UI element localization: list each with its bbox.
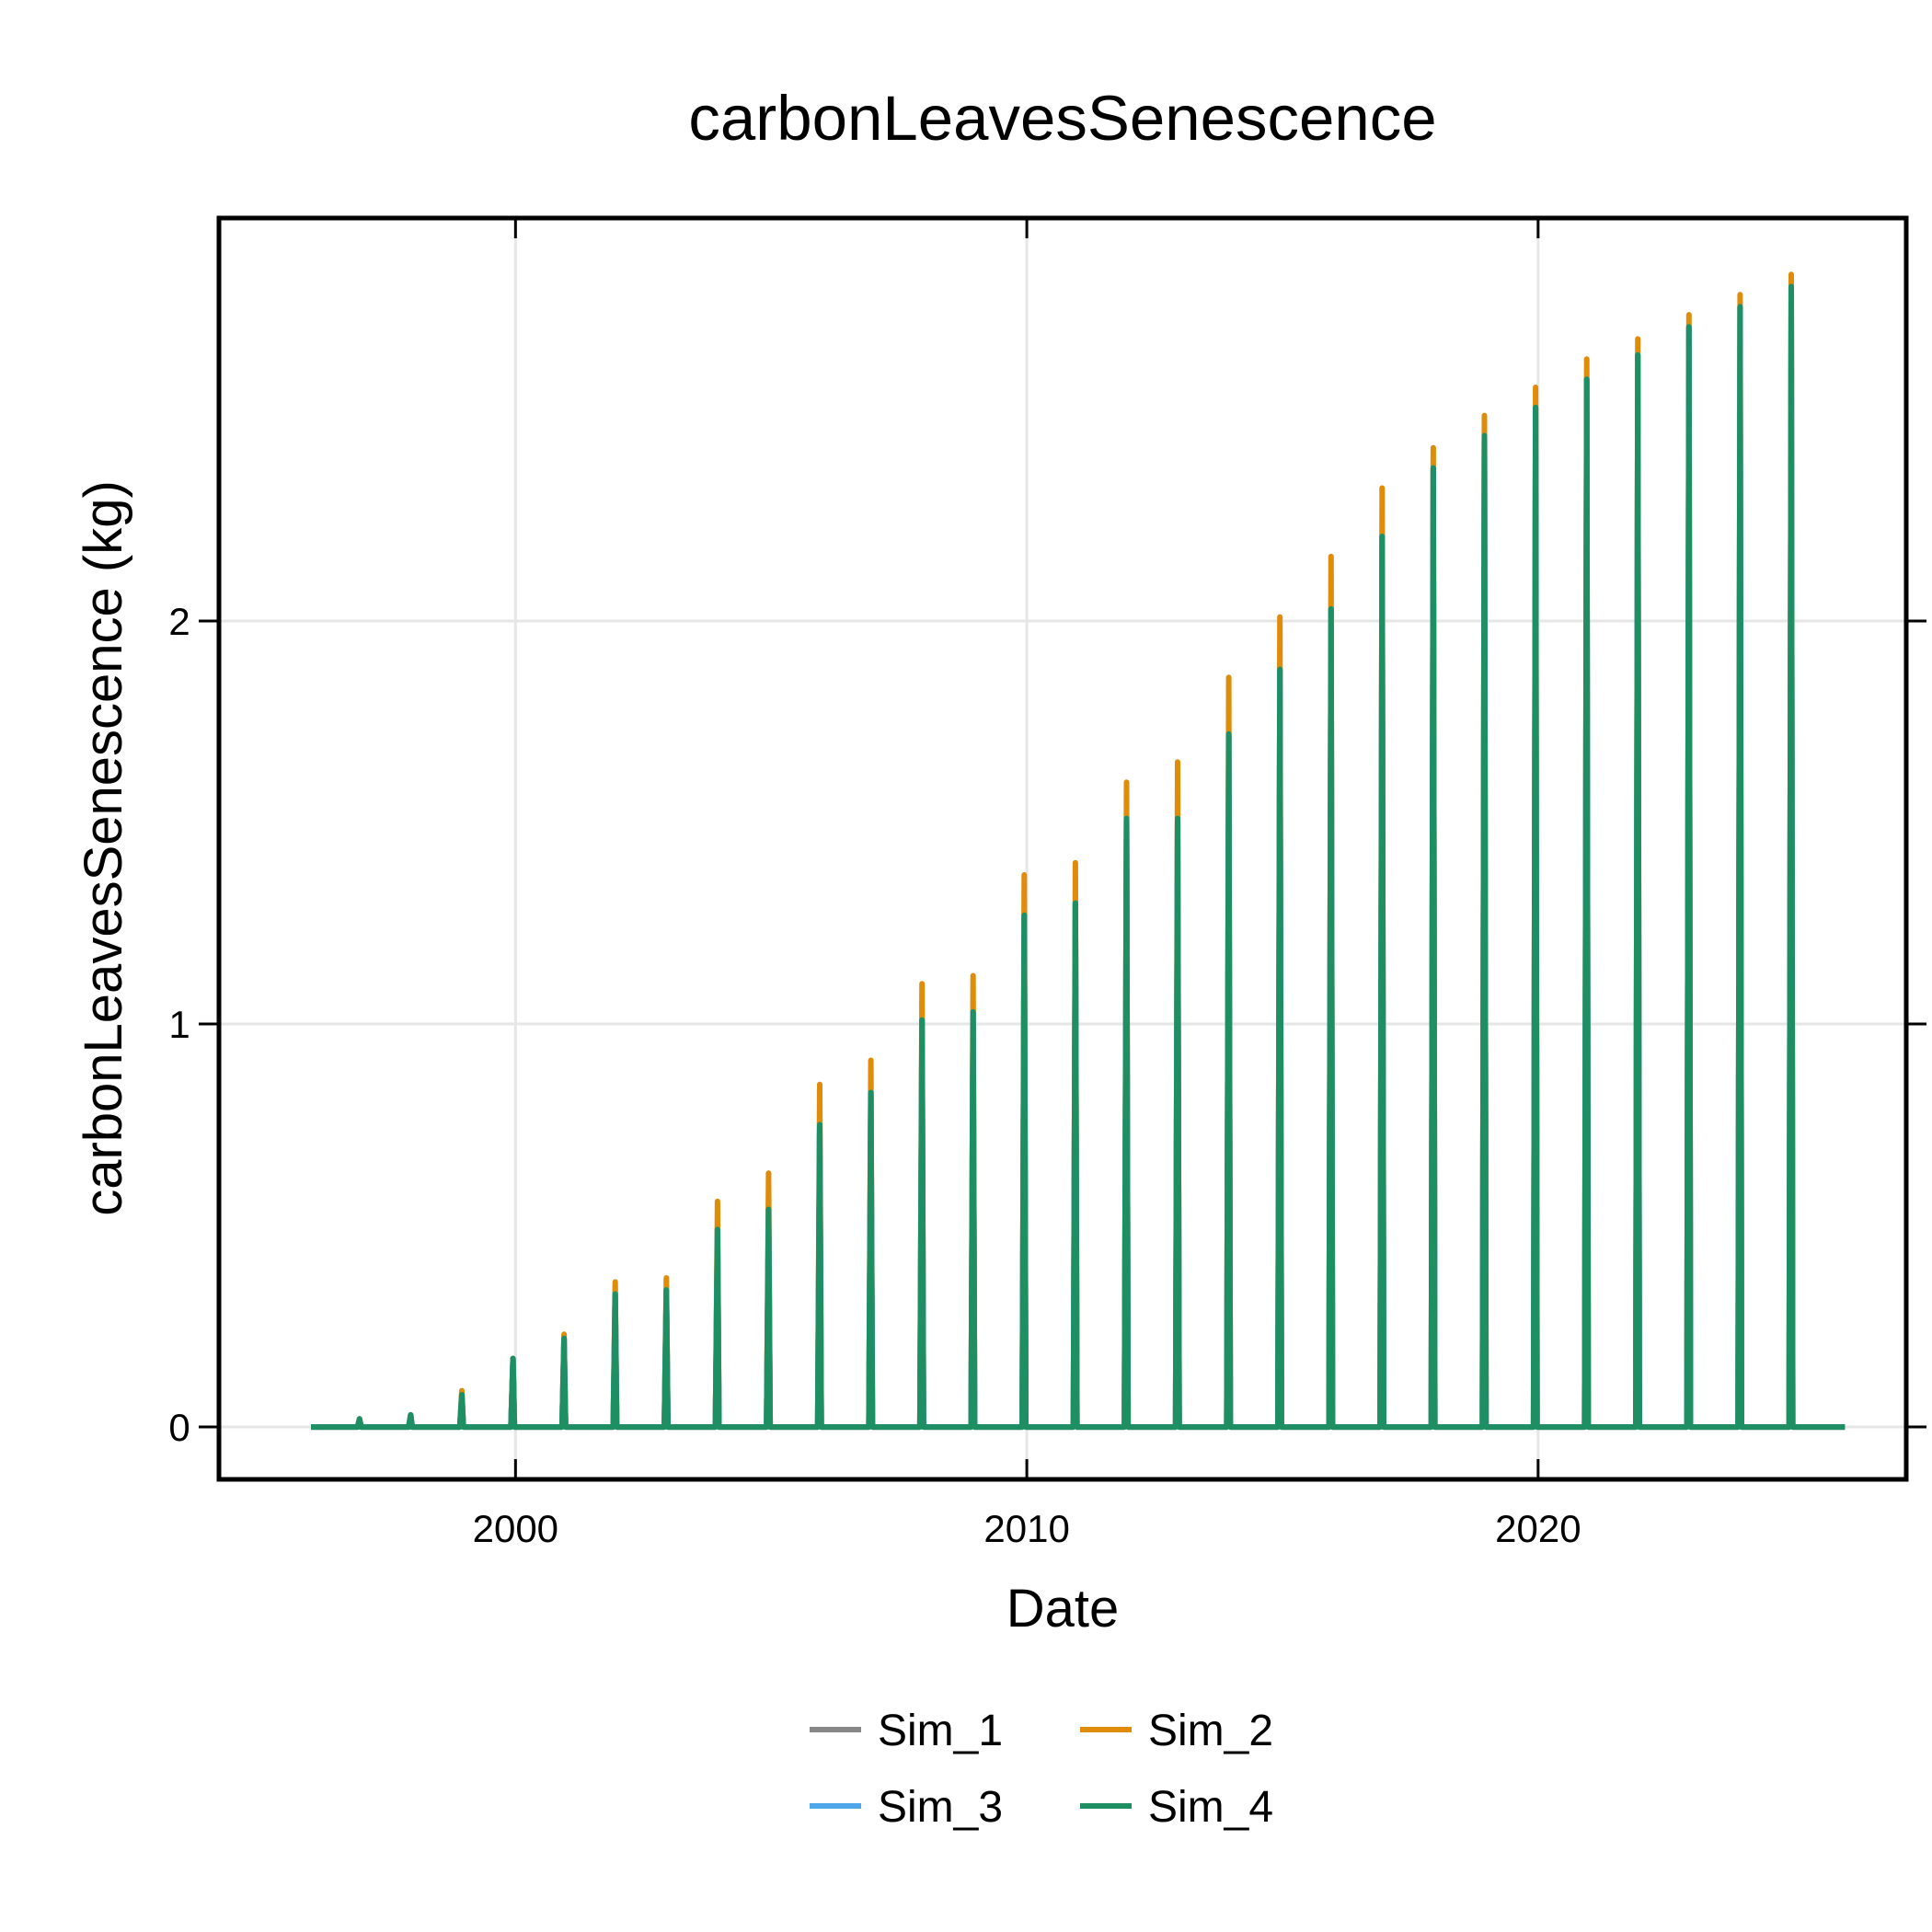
legend: Sim_1 Sim_2 Sim_3 Sim_4 — [810, 1707, 1273, 1832]
x-tick-label-2010: 2010 — [983, 1507, 1069, 1550]
axis-ticks — [199, 218, 1926, 1479]
y-tick-labels: 0 1 2 — [168, 600, 190, 1449]
y-tick-label-2: 2 — [168, 600, 190, 643]
chart-title: carbonLeavesSenescence — [688, 83, 1436, 154]
series-layer — [311, 271, 1846, 1431]
x-axis-label: Date — [1006, 1579, 1120, 1639]
y-axis-label: carbonLeavesSenescence (kg) — [74, 480, 133, 1216]
y-tick-label-1: 1 — [168, 1003, 190, 1046]
x-tick-labels: 2000 2010 2020 — [473, 1507, 1581, 1550]
legend-label-Sim_4: Sim_4 — [1148, 1783, 1273, 1832]
y-tick-label-0: 0 — [168, 1406, 190, 1449]
legend-label-Sim_2: Sim_2 — [1148, 1707, 1273, 1755]
plot-frame — [216, 215, 1909, 1482]
legend-label-Sim_3: Sim_3 — [878, 1783, 1003, 1832]
x-tick-label-2020: 2020 — [1495, 1507, 1581, 1550]
series-line-Sim_4 — [311, 283, 1846, 1431]
legend-label-Sim_1: Sim_1 — [878, 1707, 1003, 1755]
x-tick-label-2000: 2000 — [473, 1507, 558, 1550]
